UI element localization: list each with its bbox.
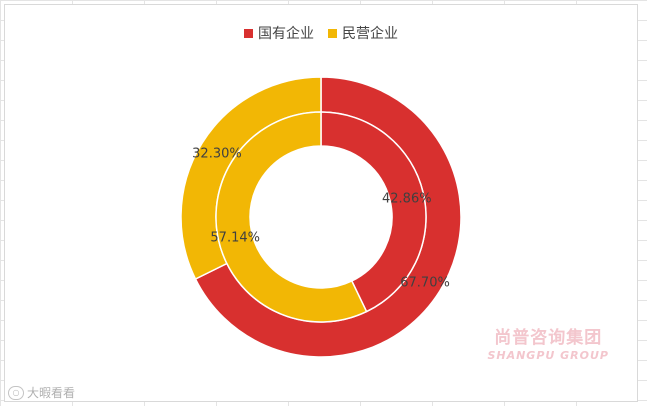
company-watermark: 尚普咨询集团 SHANGPU GROUP bbox=[487, 328, 609, 362]
data-label-inner-private: 57.14% bbox=[210, 231, 260, 246]
data-label-outer-private: 32.30% bbox=[192, 146, 242, 161]
source-tag-text: 大暇看看 bbox=[27, 386, 76, 400]
legend-label-private: 民营企业 bbox=[342, 26, 398, 42]
watermark-en: SHANGPU GROUP bbox=[487, 349, 609, 362]
legend-swatch-state bbox=[244, 28, 253, 38]
chart-legend: 国有企业 民营企业 bbox=[5, 23, 637, 43]
legend-item-private: 民营企业 bbox=[328, 23, 398, 43]
watermark-cn: 尚普咨询集团 bbox=[494, 328, 603, 348]
donut-slices bbox=[180, 76, 462, 358]
slice-inner-private[interactable] bbox=[215, 111, 368, 323]
circle-logo-icon: ○ bbox=[8, 385, 24, 400]
slice-inner-state[interactable] bbox=[320, 111, 427, 313]
legend-swatch-private bbox=[328, 28, 337, 38]
data-label-outer-state: 67.70% bbox=[400, 276, 450, 291]
data-label-inner-state: 42.86% bbox=[382, 191, 432, 206]
source-tag: ○ 大暇看看 bbox=[8, 384, 75, 401]
donut-labels: 67.70% 32.30% 42.86% 57.14% bbox=[192, 146, 450, 290]
legend-item-state: 国有企业 bbox=[244, 23, 314, 43]
legend-label-state: 国有企业 bbox=[258, 26, 314, 42]
